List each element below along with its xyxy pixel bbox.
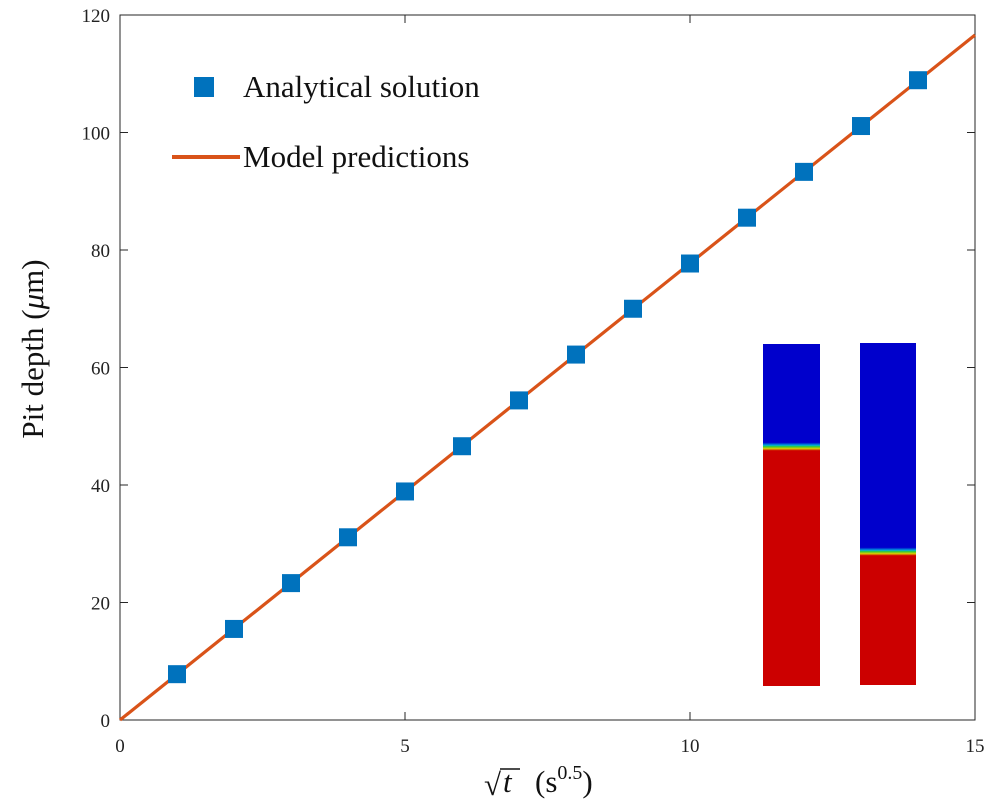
y-tick-label: 20	[91, 594, 110, 615]
plot-area	[119, 14, 976, 721]
analytical-point	[852, 117, 870, 136]
model-predictions-line-path	[118, 33, 977, 722]
analytical-point	[396, 482, 414, 501]
analytical-point	[567, 345, 585, 364]
analytical-point	[681, 254, 699, 273]
y-axis-title: Pit depth (μm)	[15, 259, 50, 438]
legend-marker-analytical	[194, 77, 214, 97]
legend-label-analytical: Analytical solution	[243, 69, 480, 104]
analytical-point	[909, 71, 927, 90]
x-tick-label: 5	[400, 736, 410, 757]
inset-column	[763, 344, 820, 686]
svg-text:(s0.5): (s0.5)	[535, 762, 593, 799]
analytical-point	[225, 619, 243, 638]
x-tick-label: 0	[115, 736, 125, 757]
legend-label-model: Model predictions	[243, 139, 469, 174]
y-tick-label: 100	[82, 124, 111, 145]
y-tick-label: 120	[82, 6, 111, 27]
analytical-solution-markers	[168, 71, 927, 684]
legend: Analytical solution Model predictions	[172, 69, 480, 174]
analytical-point	[738, 208, 756, 227]
model-predictions-line	[118, 33, 977, 722]
axis-ticks: 0 5 10 15 0 20 40 60 80 100 120	[82, 6, 985, 757]
x-tick-label: 10	[681, 736, 700, 757]
sqrt-symbol: √	[484, 767, 501, 802]
x-axis-title: √ t (s0.5)	[484, 762, 593, 802]
analytical-point	[453, 437, 471, 456]
inset-image	[763, 343, 916, 686]
x-tick-label: 15	[966, 736, 985, 757]
analytical-point	[795, 162, 813, 181]
analytical-point	[168, 665, 186, 684]
y-tick-label: 40	[91, 476, 110, 497]
x-variable: t	[503, 764, 513, 799]
analytical-point	[624, 299, 642, 318]
analytical-point	[282, 574, 300, 593]
inset-column	[860, 343, 916, 685]
analytical-point	[510, 391, 528, 410]
y-tick-label: 60	[91, 359, 110, 380]
y-tick-label: 0	[101, 711, 111, 732]
y-tick-label: 80	[91, 241, 110, 262]
analytical-point	[339, 528, 357, 547]
